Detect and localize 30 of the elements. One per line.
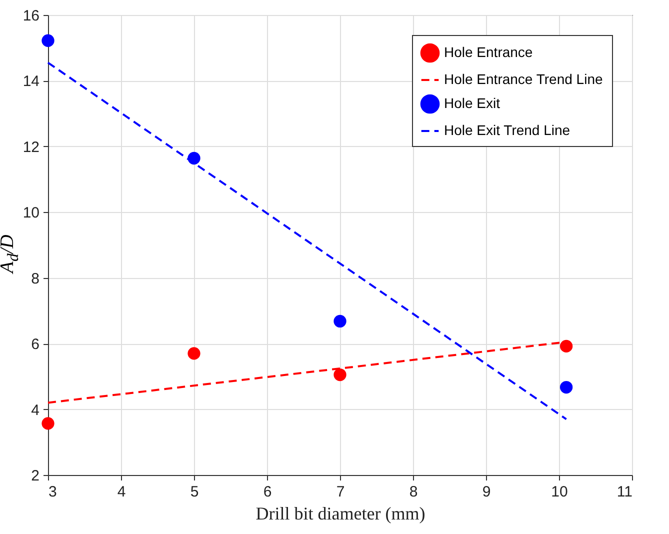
x-tick-label: 10 — [551, 484, 568, 500]
legend-label: Hole Entrance Trend Line — [444, 71, 603, 87]
legend-label: Hole Entrance — [444, 44, 533, 60]
point — [42, 417, 54, 430]
point — [42, 34, 54, 47]
x-tick-label: 9 — [482, 484, 491, 500]
y-tick-label: 2 — [31, 468, 40, 484]
point — [188, 152, 200, 165]
y-tick-label: 10 — [22, 204, 40, 222]
point — [334, 368, 346, 382]
y-tick-label: 14 — [22, 73, 40, 90]
x-tick-label: 4 — [117, 484, 126, 500]
legend-label: Hole Exit Trend Line — [444, 122, 570, 138]
point — [188, 347, 200, 360]
x-tick-label: 3 — [48, 484, 57, 500]
y-tick-label: 16 — [22, 8, 40, 24]
x-tick-label: 11 — [616, 484, 632, 500]
x-tick-label: 8 — [409, 484, 418, 500]
x-tick-label: 6 — [263, 484, 272, 500]
y-tick-label: 8 — [31, 270, 40, 288]
x-tick-label: 5 — [190, 484, 199, 500]
point — [560, 340, 573, 353]
y-tick-label: 4 — [31, 402, 40, 419]
y-tick-label: 6 — [31, 336, 40, 354]
x-tick-label: 7 — [336, 484, 345, 500]
point — [560, 380, 573, 394]
x-axis-title: Drill bit diameter (mm) — [256, 504, 426, 524]
y-tick-label: 12 — [22, 138, 40, 156]
point — [334, 314, 346, 328]
legend-label: Hole Exit — [444, 95, 500, 111]
